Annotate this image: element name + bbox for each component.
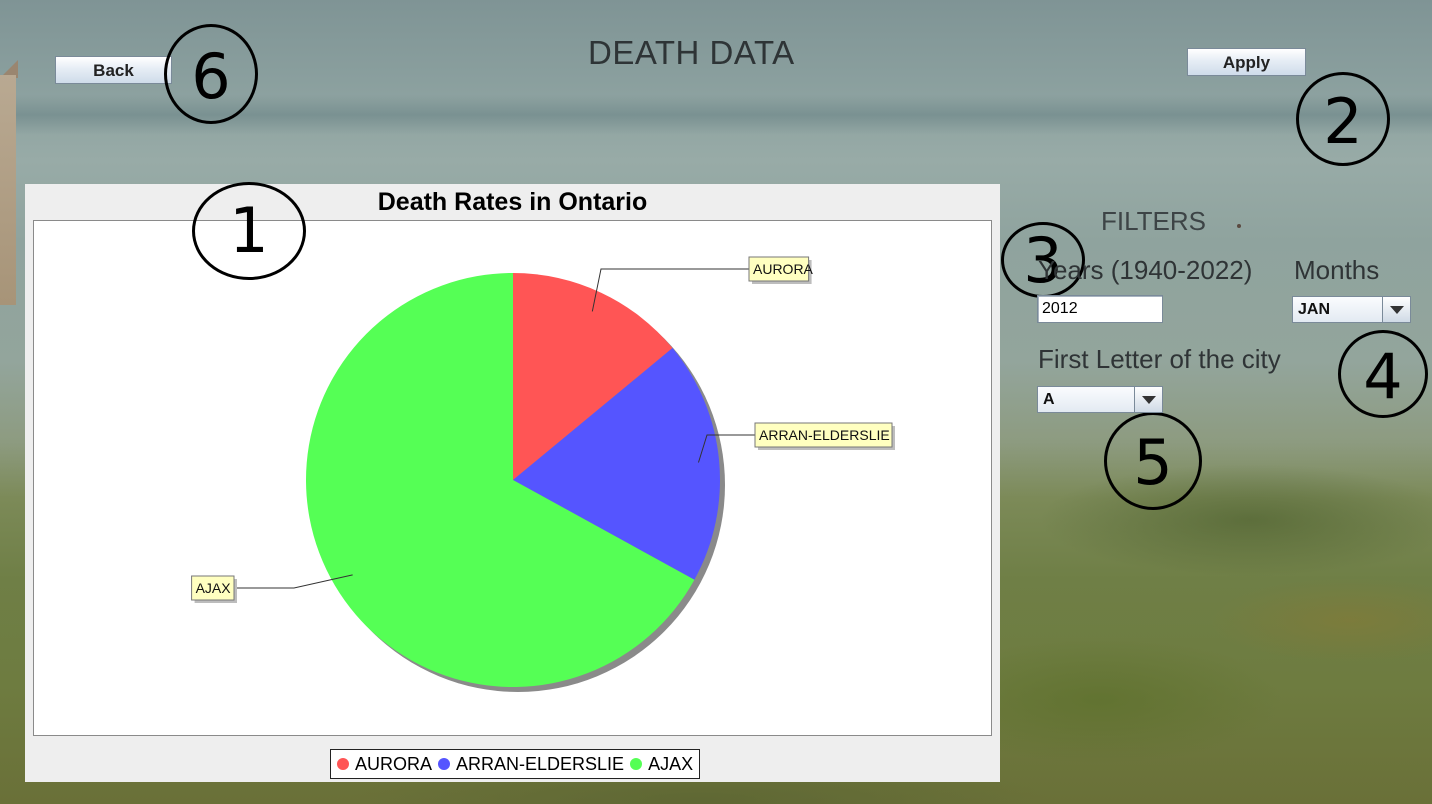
decorative-dot <box>1237 224 1241 228</box>
label-leader-line <box>591 268 749 312</box>
back-button[interactable]: Back <box>55 56 172 84</box>
chart-legend: AURORA ARRAN-ELDERSLIE AJAX <box>330 749 701 779</box>
legend-swatch <box>337 758 349 770</box>
legend-label: ARRAN-ELDERSLIE <box>456 753 625 774</box>
chevron-down-icon[interactable] <box>1134 387 1162 412</box>
chart-panel: Death Rates in Ontario AURORA ARRAN-ELDER… <box>25 184 1000 782</box>
annotation-circle-1: 1 <box>192 182 306 280</box>
year-input[interactable] <box>1037 295 1163 323</box>
chart-title: Death Rates in Ontario <box>377 188 648 216</box>
page-title: DEATH DATA <box>588 34 795 71</box>
pie-slice-aurora <box>513 273 673 480</box>
first-letter-label: First Letter of the city <box>1038 344 1281 374</box>
section-label-box <box>754 422 893 448</box>
month-dropdown-value: JAN <box>1293 297 1382 322</box>
legend-swatch <box>438 758 451 770</box>
apply-button[interactable]: Apply <box>1187 48 1306 76</box>
legend-item-ajax: AJAX <box>630 754 693 775</box>
annotation-circle-4: 4 <box>1338 330 1428 418</box>
legend-item-arran-elderslie: ARRAN-ELDERSLIE <box>438 754 624 775</box>
months-label: Months <box>1294 255 1380 285</box>
label-leader-line <box>234 574 353 589</box>
legend-label: AJAX <box>648 753 694 774</box>
section-label: ARRAN-ELDERSLIE <box>759 427 890 443</box>
annotation-circle-6: 6 <box>164 24 258 124</box>
background-building <box>0 75 16 305</box>
month-dropdown[interactable]: JAN <box>1292 296 1411 323</box>
section-label-box <box>748 256 810 282</box>
background-roof <box>0 60 18 78</box>
pie-slice-ajax <box>306 273 695 687</box>
label-leader-line <box>697 434 755 463</box>
first-letter-dropdown-value: A <box>1038 387 1134 412</box>
chevron-down-icon[interactable] <box>1382 297 1410 322</box>
legend-label: AURORA <box>355 753 433 774</box>
section-label-box <box>191 575 235 601</box>
plot-area: AURORA ARRAN-ELDERSLIE AJAX <box>33 220 992 736</box>
legend-swatch <box>630 758 643 770</box>
annotation-circle-2: 2 <box>1296 72 1390 166</box>
section-label: AURORA <box>753 261 814 277</box>
section-label: AJAX <box>196 580 232 596</box>
years-label: Years (1940-2022) <box>1038 255 1253 285</box>
first-letter-dropdown[interactable]: A <box>1037 386 1163 413</box>
filters-title: FILTERS <box>1101 206 1206 236</box>
pie-slice-arran-elderslie <box>513 348 721 580</box>
pie-chart: AURORA ARRAN-ELDERSLIE AJAX <box>191 256 895 692</box>
annotation-circle-5: 5 <box>1104 412 1202 510</box>
legend-item-aurora: AURORA <box>337 754 432 775</box>
